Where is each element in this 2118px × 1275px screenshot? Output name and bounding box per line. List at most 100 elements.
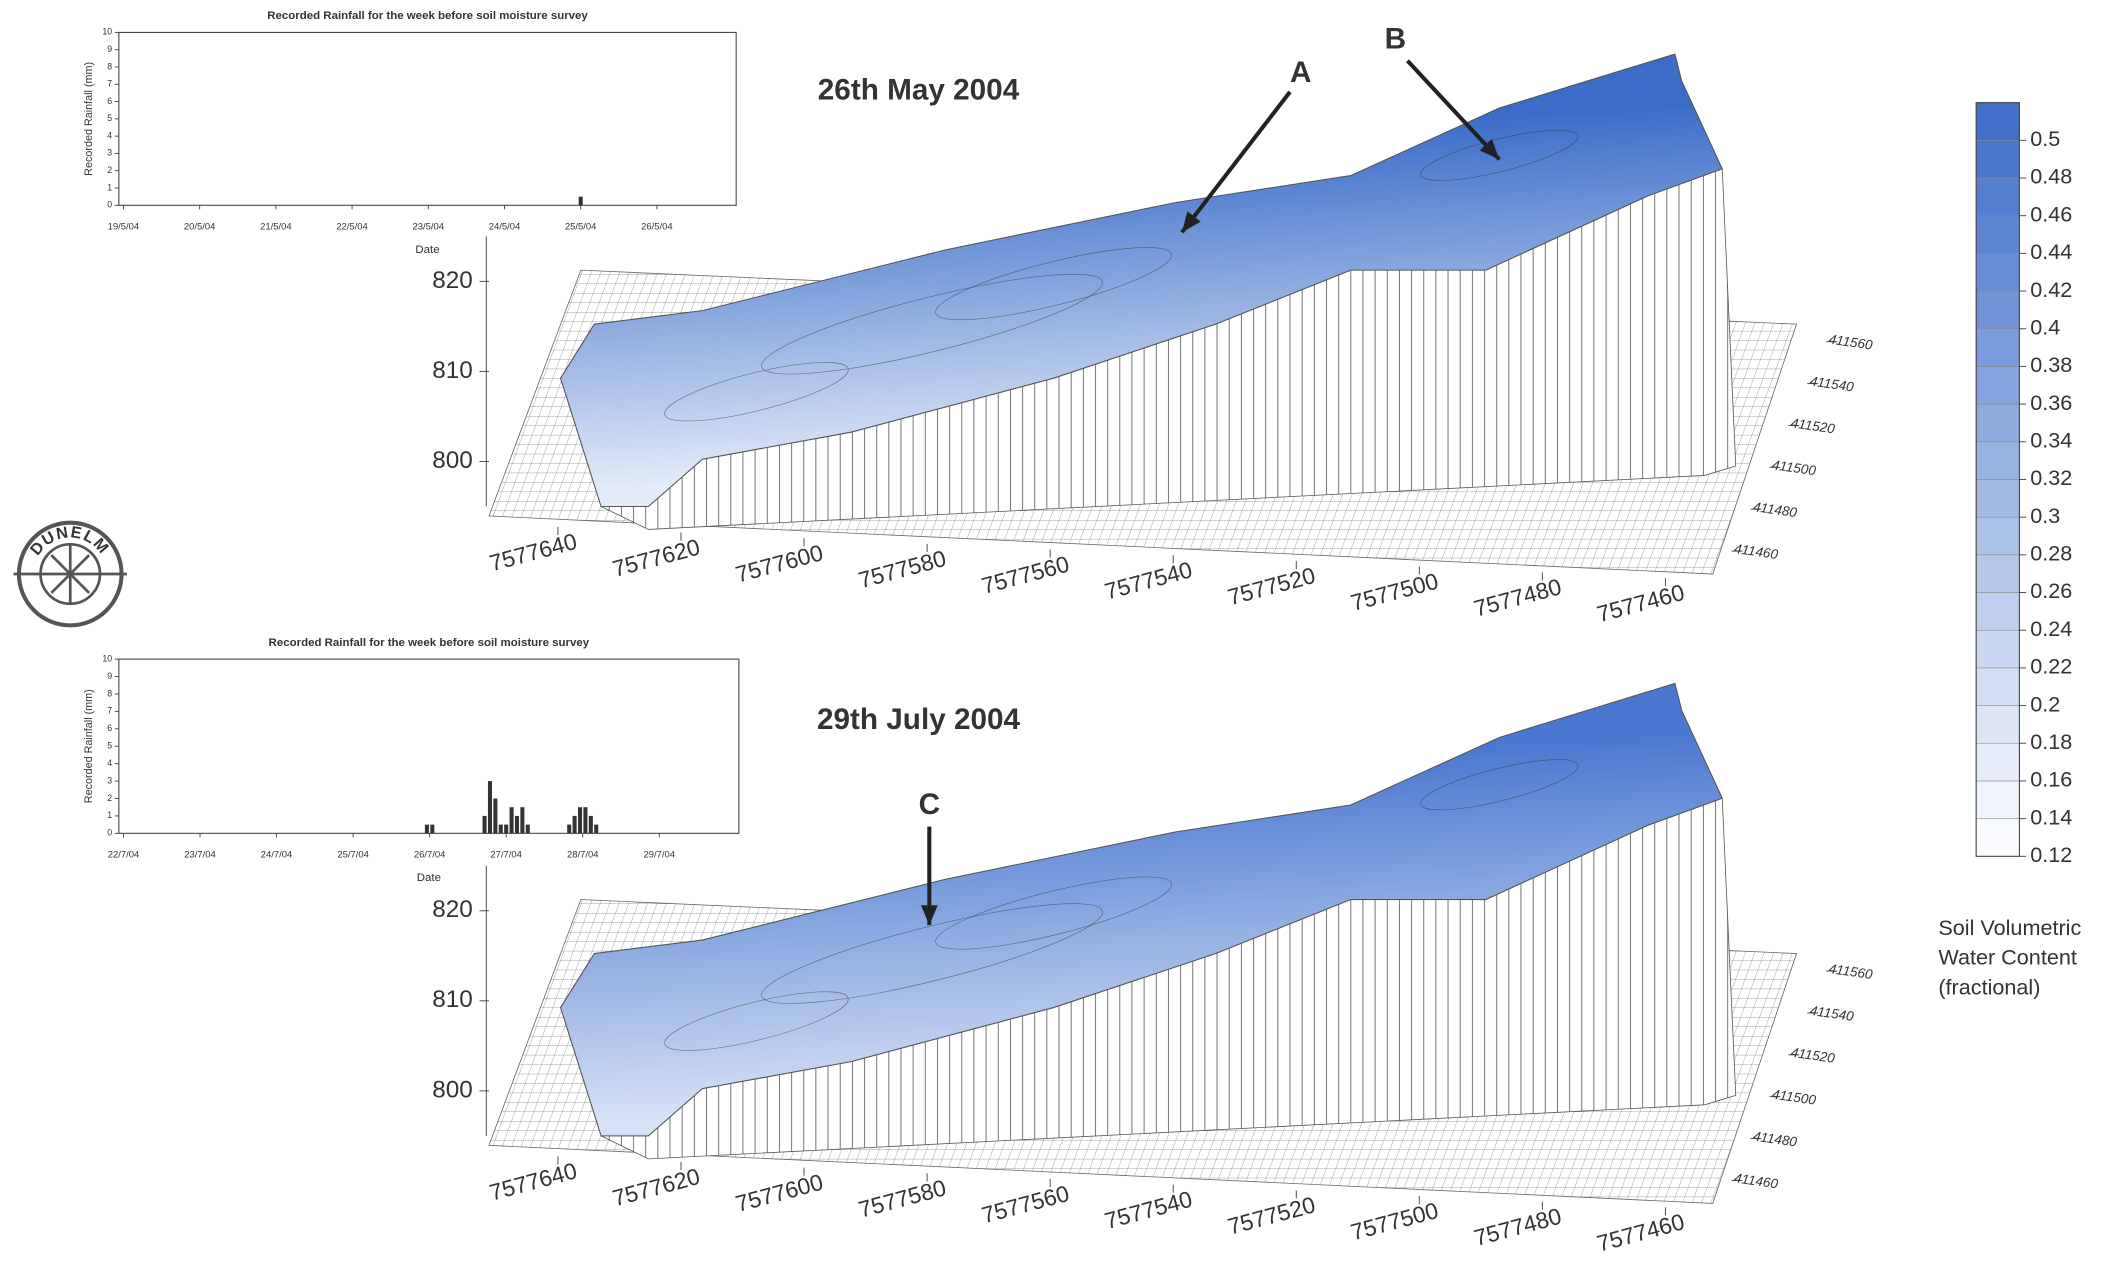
x-axis-label: Date <box>417 872 441 884</box>
rain-bar <box>567 824 572 834</box>
arrow-head <box>920 905 938 926</box>
contour-line <box>935 876 1173 950</box>
y-tick-label: 411480 <box>1752 1129 1798 1150</box>
color-band <box>1975 290 2020 330</box>
y-tick-label: 411460 <box>1733 541 1779 562</box>
x-tick-label: 7577620 <box>610 1163 703 1211</box>
y-tick-label: 0 <box>107 828 112 838</box>
x-tick-label: 7577620 <box>610 534 703 582</box>
x-tick-label: 7577640 <box>487 1157 580 1205</box>
x-tick-label: 7577480 <box>1471 1203 1564 1251</box>
y-tick-label: 5 <box>107 113 112 123</box>
colorbar-label: Water Content <box>1938 945 2077 970</box>
y-axis-label: Recorded Rainfall (mm) <box>83 62 95 176</box>
y-tick-label: 0 <box>107 200 112 210</box>
y-tick-label: 3 <box>107 775 112 785</box>
x-axis-label: Date <box>415 244 439 256</box>
x-tick-label: 7577460 <box>1594 579 1687 627</box>
rain-bar <box>594 824 599 834</box>
y-tick-label: 4 <box>107 758 112 768</box>
colorbar-tick-label: 0.22 <box>2030 654 2072 679</box>
color-band <box>1975 102 2020 141</box>
x-tick-label: 7577480 <box>1471 573 1564 621</box>
rain-chart: Recorded Rainfall for the week before so… <box>83 10 737 256</box>
x-tick-label: 24/5/04 <box>489 221 521 232</box>
x-tick-label: 7577520 <box>1225 1191 1318 1239</box>
y-tick-label: 1 <box>107 810 112 820</box>
color-band <box>1975 479 2020 518</box>
z-tick-label: 800 <box>432 447 473 474</box>
x-tick-label: 26/5/04 <box>641 221 673 232</box>
rain-bar <box>514 815 520 834</box>
x-tick-label: 23/7/04 <box>184 849 216 860</box>
surface-top <box>559 53 1723 508</box>
rain-bar <box>487 781 492 834</box>
colorbar-tick-label: 0.18 <box>2030 729 2072 754</box>
x-tick-label: 25/5/04 <box>565 221 597 232</box>
x-tick-label: 7577600 <box>733 539 826 587</box>
colorbar-tick-label: 0.44 <box>2030 239 2072 264</box>
rain-bar <box>504 824 509 834</box>
color-band <box>1975 554 2020 593</box>
colorbar-tick-label: 0.12 <box>2030 842 2072 867</box>
panel-title: 26th May 2004 <box>818 74 1020 107</box>
rain-bar <box>498 824 503 834</box>
colorbar-tick-label: 0.28 <box>2030 541 2072 566</box>
colorbar-label: (fractional) <box>1938 974 2040 999</box>
color-band <box>1975 366 2020 405</box>
x-tick-label: 7577520 <box>1225 562 1318 610</box>
rain-bar <box>520 807 525 834</box>
rain-bar <box>577 807 583 834</box>
x-tick-label: 28/7/04 <box>567 849 599 860</box>
contour-line <box>1420 759 1579 811</box>
y-tick-label: 9 <box>107 671 112 681</box>
y-tick-label: 10 <box>102 27 112 37</box>
surface-top <box>559 682 1723 1137</box>
x-tick-label: 7577600 <box>733 1169 826 1217</box>
color-band <box>1975 441 2020 480</box>
color-band <box>1975 403 2020 443</box>
rain-bar <box>572 815 577 834</box>
rain-bar <box>525 824 530 834</box>
colorbar-tick-label: 0.24 <box>2030 616 2072 641</box>
x-tick-label: 19/5/04 <box>108 221 140 232</box>
y-tick-label: 3 <box>107 148 112 158</box>
color-band <box>1975 742 2020 782</box>
color-band <box>1975 215 2020 254</box>
rain-bar <box>482 815 487 834</box>
rain-bar <box>430 824 435 834</box>
colorbar-tick-label: 0.32 <box>2030 465 2072 490</box>
x-tick-label: 27/7/04 <box>490 849 522 860</box>
z-tick-label: 810 <box>432 357 473 384</box>
y-tick-label: 411520 <box>1790 1045 1836 1066</box>
y-tick-label: 411560 <box>1828 332 1874 353</box>
x-tick-label: 7577460 <box>1594 1208 1687 1256</box>
chart-title: Recorded Rainfall for the week before so… <box>267 10 588 22</box>
plot-frame <box>118 658 740 834</box>
contour-line <box>761 903 1103 1004</box>
y-tick-label: 411480 <box>1752 499 1798 520</box>
rain-bar <box>578 196 583 206</box>
y-tick-label: 6 <box>107 723 112 733</box>
x-tick-label: 25/7/04 <box>337 849 369 860</box>
colorbar-label: Soil Volumetric <box>1938 915 2081 940</box>
rain-bar <box>424 824 429 834</box>
x-tick-label: 21/5/04 <box>260 221 292 232</box>
y-tick-label: 1 <box>107 182 112 192</box>
color-band <box>1975 177 2020 216</box>
z-tick-label: 820 <box>432 896 473 923</box>
logo-cross <box>13 544 127 604</box>
colorbar-tick-label: 0.5 <box>2030 126 2060 151</box>
colorbar-tick-label: 0.38 <box>2030 352 2072 377</box>
x-tick-label: 7577640 <box>487 528 580 576</box>
y-tick-label: 9 <box>107 44 112 54</box>
colorbar-tick-label: 0.34 <box>2030 427 2072 452</box>
colorbar-tick-label: 0.16 <box>2030 767 2072 792</box>
logo: DUNELM <box>13 520 127 628</box>
y-tick-label: 4 <box>107 130 112 140</box>
x-tick-label: 26/7/04 <box>414 849 446 860</box>
x-tick-label: 7577560 <box>979 1180 1072 1228</box>
color-band <box>1975 818 2020 857</box>
